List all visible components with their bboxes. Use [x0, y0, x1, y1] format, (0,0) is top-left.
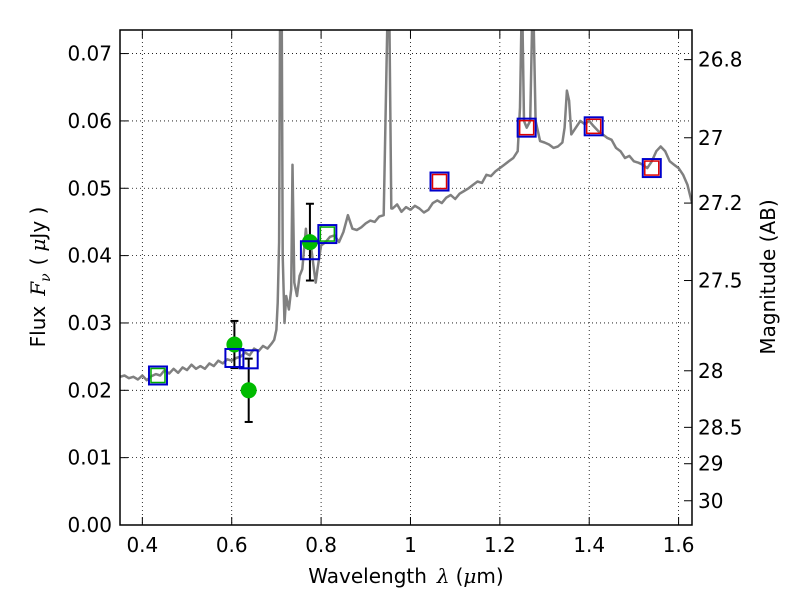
observed-point [240, 382, 257, 399]
model-band-square [429, 171, 450, 192]
y-axis-label-paren: ( [26, 258, 50, 266]
model-band-square [224, 347, 245, 368]
x-axis-label: Wavelength λ (μm) [308, 564, 503, 588]
y2-axis-label: Magnitude (AB) [756, 199, 780, 354]
y2-tick-label: 30 [698, 489, 723, 513]
x-tick-label: 0.8 [305, 533, 337, 557]
infrared-band-square [585, 118, 602, 135]
x-axis-label-mu: μ [463, 564, 476, 588]
y2-tick-label: 28.5 [698, 415, 743, 439]
infrared-band-square [431, 173, 448, 190]
x-axis-label-prefix: Wavelength [308, 564, 427, 588]
y-tick-label: 0.00 [67, 513, 112, 537]
y-axis-label-unit: Jy ) [26, 207, 50, 241]
y2-tick-label: 27 [698, 126, 723, 150]
x-axis-label-symbol: λ [436, 564, 450, 588]
y2-tick-label: 26.8 [698, 48, 743, 72]
y-axis-label: Flux Fν ( μJy ) [26, 207, 54, 348]
y-axis-label-prefix: Flux [26, 306, 50, 348]
y-tick-label: 0.04 [67, 244, 112, 268]
y-tick-label: 0.06 [67, 109, 112, 133]
y2-tick-label: 28 [698, 359, 723, 383]
x-tick-label: 1.4 [573, 533, 605, 557]
model-band-square [147, 365, 168, 386]
model-band-square [238, 349, 259, 370]
model-band-square [516, 117, 537, 138]
plot-area [120, 30, 692, 382]
axis-ticks: 0.4 0.6 0.8 1 1.2 1.4 1.6 0.00 0.01 0.02 0.03 0.04 0… [67, 30, 743, 557]
x-tick-label: 0.6 [216, 533, 248, 557]
x-axis-label-paren: ( [456, 564, 464, 588]
y-axis-label-mu: μ [26, 239, 50, 252]
x-tick-label: 0.4 [126, 533, 158, 557]
y2-tick-label: 27.5 [698, 269, 743, 293]
y-axis-label-subscript: ν [38, 273, 54, 282]
y-axis-label-symbol: F [26, 281, 50, 297]
optical-band-square [150, 367, 166, 384]
model-band-square [583, 116, 604, 137]
y-tick-label: 0.02 [67, 378, 112, 402]
y-tick-label: 0.03 [67, 311, 112, 335]
y-tick-label: 0.07 [67, 42, 112, 66]
y-tick-label: 0.01 [67, 446, 112, 470]
x-tick-label: 1.6 [663, 533, 695, 557]
model-band-square [299, 240, 320, 261]
plot-frame [119, 29, 693, 526]
x-tick-label: 1 [404, 533, 417, 557]
optical-band-square [319, 226, 336, 242]
model-band-square [641, 158, 662, 179]
infrared-band-square [644, 160, 660, 176]
model-band-square [317, 224, 338, 245]
y-tick-label: 0.05 [67, 176, 112, 200]
x-tick-label: 1.2 [484, 533, 516, 557]
infrared-band-square [518, 119, 535, 136]
y2-tick-label: 27.2 [698, 191, 743, 215]
marker-layer [147, 116, 662, 423]
x-axis-label-unit: m) [476, 564, 503, 588]
grid-lines [120, 30, 692, 525]
model-spectrum-line [120, 30, 692, 382]
y2-tick-label: 29 [698, 452, 723, 476]
